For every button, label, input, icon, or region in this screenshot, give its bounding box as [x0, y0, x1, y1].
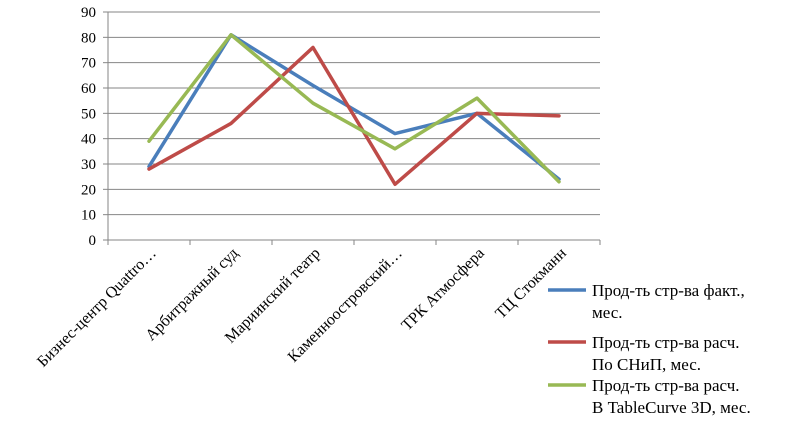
- y-tick-label: 40: [81, 132, 96, 148]
- legend: Прод-ть стр-ва факт., мес. Прод-ть стр-ва …: [548, 281, 751, 417]
- x-category-label: ТРК Атмосфера: [398, 245, 487, 334]
- legend-label-3: В TableCurve 3D, мес.: [592, 398, 751, 417]
- series-line-1: [147, 33, 561, 181]
- y-tick-label: 60: [81, 81, 96, 97]
- y-tick-label: 10: [81, 208, 96, 224]
- y-tick-label: 0: [89, 233, 97, 249]
- y-tick-label: 30: [81, 157, 96, 173]
- y-tick-label: 70: [81, 56, 96, 72]
- legend-label-2: Прод-ть стр-ва расч.: [592, 333, 740, 352]
- x-axis-labels: Бизнес-центр Quattro…Арбитражный судМари…: [34, 245, 570, 371]
- y-tick-label: 20: [81, 182, 96, 198]
- legend-label-1: мес.: [592, 303, 623, 322]
- y-tick-label: 90: [81, 5, 96, 21]
- legend-label-2: По СНиП, мес.: [592, 355, 701, 374]
- legend-label-3: Прод-ть стр-ва расч.: [592, 376, 740, 395]
- series-lines: [147, 33, 561, 187]
- x-category-label: ТЦ Стокманн: [492, 245, 570, 323]
- x-axis: [107, 12, 601, 245]
- series-line-3: [147, 33, 561, 184]
- y-axis-ticks: 0 10 20 30 40 50 60 70 80 90: [81, 5, 108, 249]
- x-category-label: Бизнес-центр Quattro…: [34, 245, 160, 371]
- legend-label-1: Прод-ть стр-ва факт.,: [592, 281, 745, 300]
- y-tick-label: 80: [81, 30, 96, 46]
- y-tick-label: 50: [81, 106, 96, 122]
